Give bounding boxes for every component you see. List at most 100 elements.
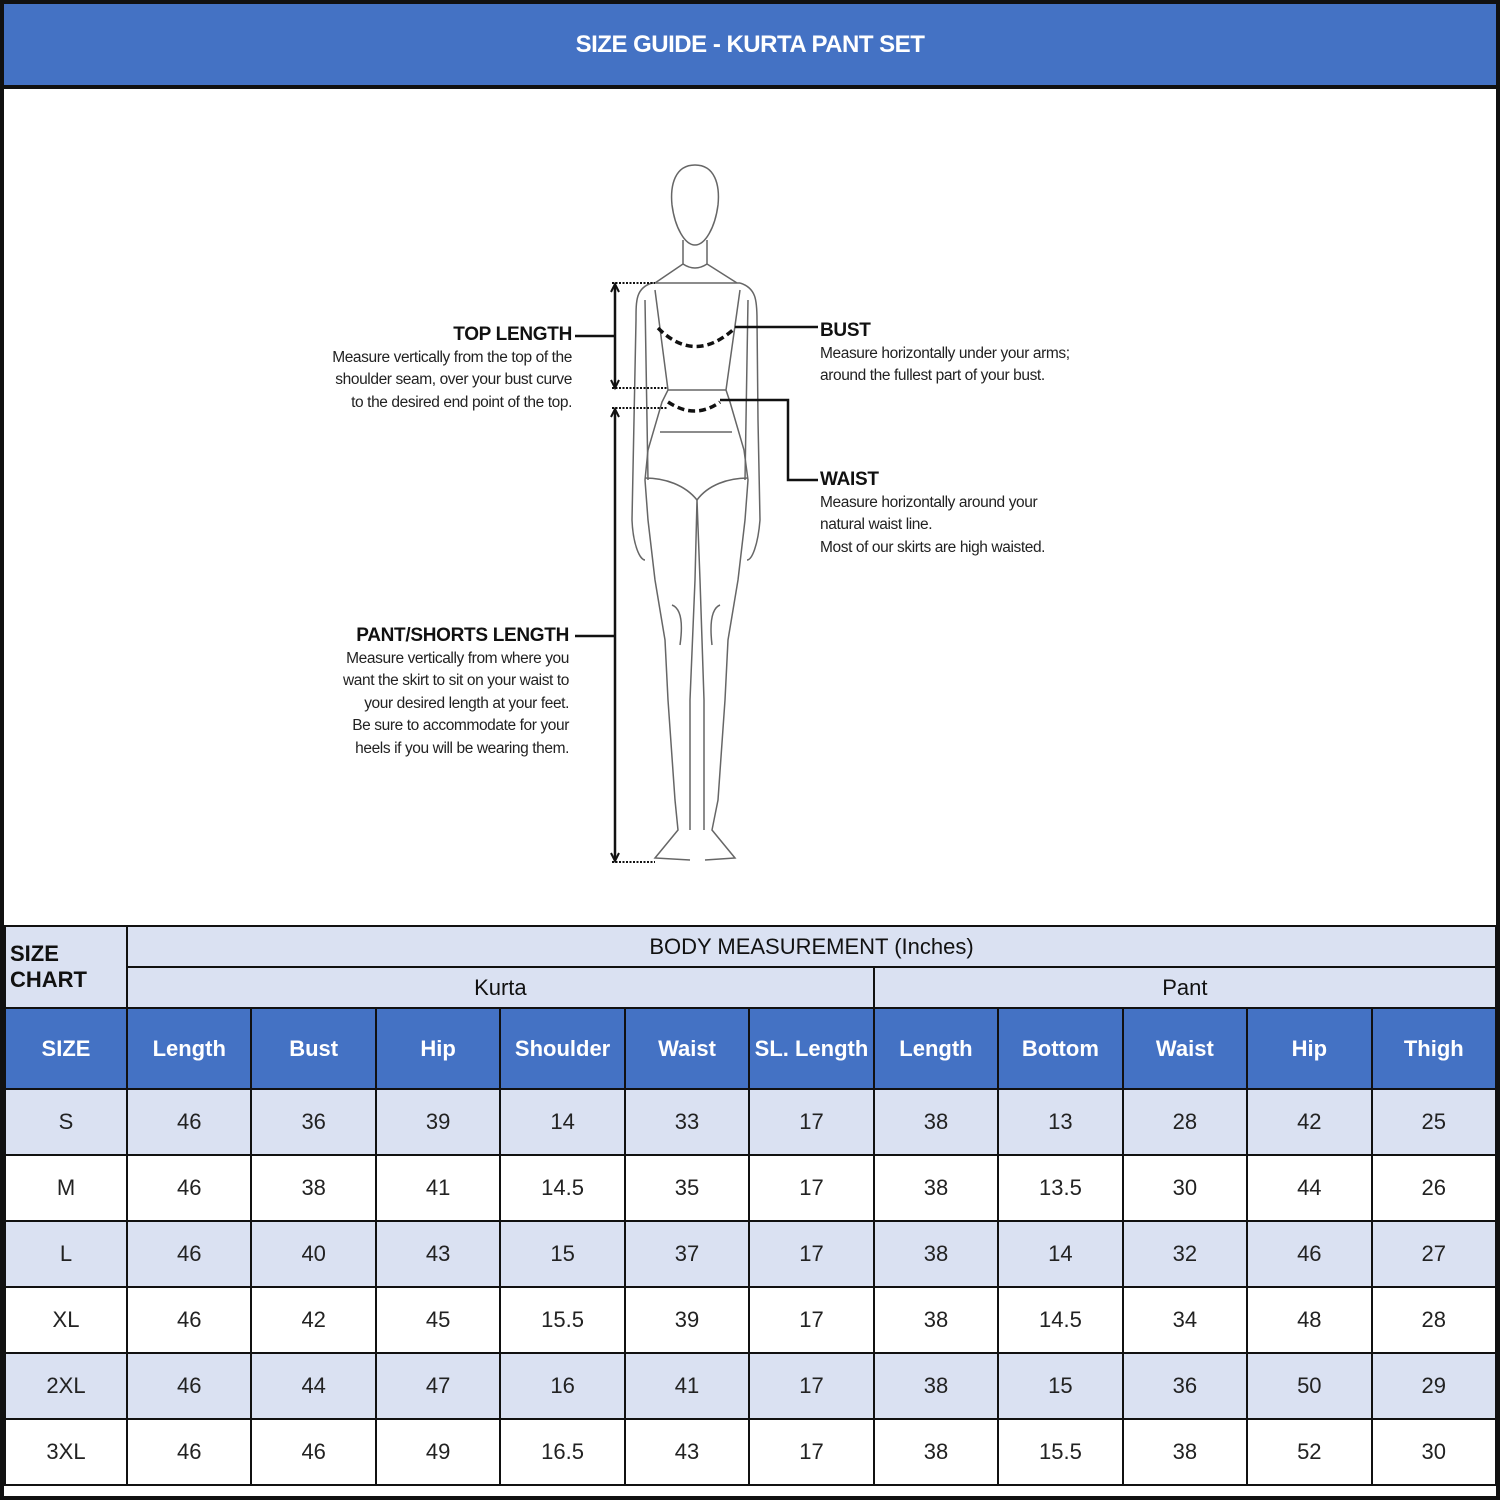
measurement-cell: 27 <box>1370 1220 1498 1288</box>
column-header: Bottom <box>997 1007 1124 1090</box>
bust-dashed-line <box>656 326 737 349</box>
measurement-cell: 32 <box>1121 1220 1249 1288</box>
table-row: 2XL 46 44 47 16 41 17 38 15 36 50 29 <box>4 1352 1498 1420</box>
measurement-cell: 17 <box>748 1154 875 1222</box>
measurement-cell: 35 <box>623 1154 751 1222</box>
bust-annotation: BUST Measure horizontally under your arm… <box>820 320 1120 388</box>
mannequin-outline <box>631 164 761 861</box>
measurement-figure: TOP LENGTH Measure vertically from the t… <box>4 89 1496 925</box>
waist-title: WAIST <box>820 469 879 490</box>
measurement-cell: 13.5 <box>997 1154 1124 1222</box>
measurement-cell: 49 <box>374 1418 502 1486</box>
waist-annotation: WAIST Measure horizontally around your n… <box>820 469 1120 559</box>
measurement-cell: 46 <box>125 1352 253 1420</box>
column-header: Waist <box>1121 1007 1249 1090</box>
measurement-cell: 36 <box>250 1088 377 1156</box>
bust-line: around the fullest part of your bust. <box>820 367 1045 384</box>
measurement-cell: 29 <box>1370 1352 1498 1420</box>
top-length-line: Measure vertically from the top of the <box>332 348 572 366</box>
waist-line: Most of our skirts are high waisted. <box>820 538 1046 556</box>
bust-title: BUST <box>820 320 871 341</box>
waist-line: natural waist line. <box>820 516 933 533</box>
measurement-cell: 38 <box>872 1154 1000 1222</box>
measurement-cell: 44 <box>250 1352 377 1420</box>
column-header: Hip <box>374 1007 502 1090</box>
size-chart-label: SIZE CHART <box>4 925 128 1009</box>
measurement-cell: 45 <box>374 1286 502 1354</box>
measurement-cell: 46 <box>125 1286 253 1354</box>
measurement-cell: 50 <box>1246 1352 1373 1420</box>
pant-length-line: your desired length at your feet. <box>364 694 569 712</box>
measurement-cell: 30 <box>1121 1154 1249 1222</box>
pant-length-line: Be sure to accommodate for your <box>352 717 569 734</box>
measurement-cell: 15.5 <box>997 1418 1124 1486</box>
measurement-cell: 26 <box>1370 1154 1498 1222</box>
top-length-line: shoulder seam, over your bust curve <box>335 371 572 388</box>
pant-group-header: Pant <box>872 966 1498 1009</box>
bust-line: Measure horizontally under your arms; <box>820 344 1070 362</box>
column-header: Thigh <box>1370 1007 1498 1090</box>
measurement-cell: 43 <box>374 1220 502 1288</box>
pant-length-title: PANT/SHORTS LENGTH <box>356 625 569 646</box>
measurement-cell: 44 <box>1246 1154 1373 1222</box>
measurement-cell: 15.5 <box>499 1286 626 1354</box>
measurement-cell: 17 <box>748 1352 875 1420</box>
measurement-cell: 38 <box>250 1154 377 1222</box>
top-length-title: TOP LENGTH <box>453 324 572 345</box>
measurement-cell: 39 <box>374 1088 502 1156</box>
measurement-cell: 16 <box>499 1352 626 1420</box>
top-length-annotation: TOP LENGTH Measure vertically from the t… <box>304 324 572 414</box>
waist-line: Measure horizontally around your <box>820 493 1038 511</box>
measurement-cell: 47 <box>374 1352 502 1420</box>
measurement-cell: 17 <box>748 1286 875 1354</box>
measurement-cell: 14.5 <box>997 1286 1124 1354</box>
measurement-cell: 28 <box>1121 1088 1249 1156</box>
measurement-cell: 42 <box>1246 1088 1373 1156</box>
column-header: Waist <box>623 1007 751 1090</box>
measurement-cell: 33 <box>623 1088 751 1156</box>
measurement-cell: 38 <box>1121 1418 1249 1486</box>
measurement-cell: 34 <box>1121 1286 1249 1354</box>
page-title: SIZE GUIDE - KURTA PANT SET <box>4 4 1496 89</box>
pant-length-line: heels if you will be wearing them. <box>355 739 569 757</box>
measurement-cell: 16.5 <box>499 1418 626 1486</box>
column-header: SIZE <box>4 1007 128 1090</box>
size-cell: S <box>4 1088 128 1156</box>
measurement-lines <box>575 281 818 864</box>
measurement-cell: 25 <box>1370 1088 1498 1156</box>
size-cell: XL <box>4 1286 128 1354</box>
measurement-cell: 42 <box>250 1286 377 1354</box>
measurement-cell: 41 <box>374 1154 502 1222</box>
column-header: Hip <box>1246 1007 1373 1090</box>
measurement-cell: 52 <box>1246 1418 1373 1486</box>
size-cell: 3XL <box>4 1418 128 1486</box>
column-header-row: SIZE Length Bust Hip Shoulder Waist SL. Length… <box>4 1007 1498 1090</box>
column-header: Length <box>872 1007 1000 1090</box>
measurement-cell: 14 <box>997 1220 1124 1288</box>
table-row: L 46 40 43 15 37 17 38 14 32 46 27 <box>4 1220 1498 1288</box>
measurement-cell: 41 <box>623 1352 751 1420</box>
measurement-cell: 38 <box>872 1088 1000 1156</box>
measurement-cell: 46 <box>125 1418 253 1486</box>
top-length-line: to the desired end point of the top. <box>351 393 572 411</box>
column-header: Shoulder <box>499 1007 626 1090</box>
measurement-cell: 30 <box>1370 1418 1498 1486</box>
table-row: S 46 36 39 14 33 17 38 13 28 42 25 <box>4 1088 1498 1156</box>
measurement-cell: 46 <box>125 1220 253 1288</box>
measurement-cell: 15 <box>997 1352 1124 1420</box>
pant-length-annotation: PANT/SHORTS LENGTH Measure vertically fr… <box>294 625 569 760</box>
size-chart-table: SIZE CHART BODY MEASUREMENT (Inches) Kur… <box>4 925 1498 1486</box>
measurement-cell: 36 <box>1121 1352 1249 1420</box>
mannequin-illustration <box>575 164 818 864</box>
size-cell: M <box>4 1154 128 1222</box>
body-measurement-header: BODY MEASUREMENT (Inches) <box>126 925 1497 968</box>
measurement-cell: 37 <box>623 1220 751 1288</box>
table-row: 3XL 46 46 49 16.5 43 17 38 15.5 38 52 30 <box>4 1418 1498 1486</box>
size-cell: L <box>4 1220 128 1288</box>
measurement-cell: 17 <box>748 1220 875 1288</box>
measurement-cell: 39 <box>623 1286 751 1354</box>
measurement-cell: 46 <box>1246 1220 1373 1288</box>
measurement-cell: 43 <box>623 1418 751 1486</box>
measurement-cell: 14 <box>499 1088 626 1156</box>
